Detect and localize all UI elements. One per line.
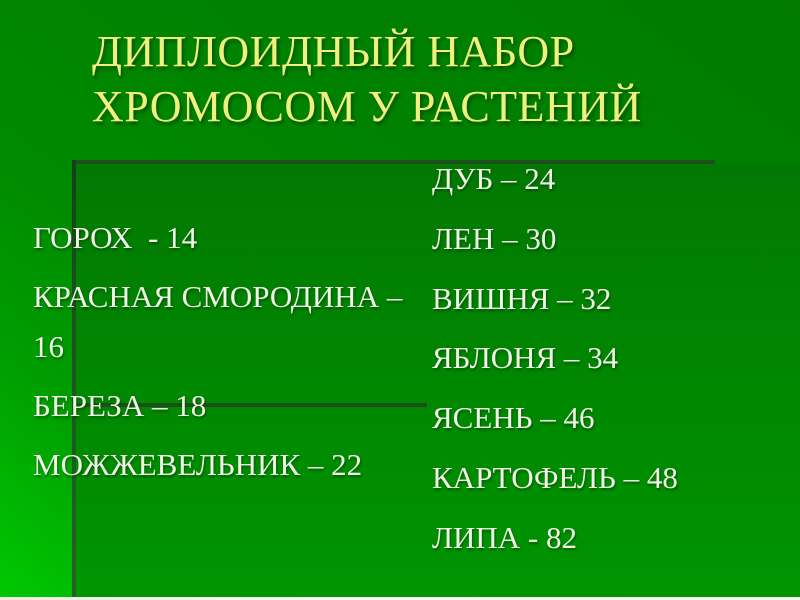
list-item-oak: ДУБ – 24 — [432, 161, 556, 196]
list-item-pea: ГОРОХ - 14 — [33, 220, 198, 255]
bottom-edge-strip — [0, 597, 800, 600]
list-item-birch: БЕРЕЗА – 18 — [33, 388, 207, 423]
content-panel — [76, 164, 800, 597]
slide-title: ДИПЛОИДНЫЙ НАБОР ХРОМОСОМ У РАСТЕНИЙ — [92, 24, 772, 134]
panel-top-border-line — [75, 160, 715, 164]
slide-title-line-2: ХРОМОСОМ У РАСТЕНИЙ — [92, 82, 642, 131]
left-column: ГОРОХ - 14 КРАСНАЯ СМОРОДИНА – 16 БЕРЕЗА… — [33, 213, 428, 499]
panel-left-border-line — [72, 160, 76, 597]
list-item-apple: ЯБЛОНЯ – 34 — [432, 340, 619, 376]
slide-title-line-1: ДИПЛОИДНЫЙ НАБОР — [92, 27, 575, 76]
list-item-cherry: ВИШНЯ – 32 — [432, 280, 612, 316]
left-column-divider-line — [75, 403, 427, 407]
right-column: ДУБ – 24 ЛЕН – 30 ВИШНЯ – 32 ЯБЛОНЯ – 34… — [432, 149, 792, 568]
list-item-flax: ЛЕН – 30 — [432, 220, 557, 256]
list-item-linden: ЛИПА - 82 — [432, 519, 578, 555]
list-item-ash: ЯСЕНЬ – 46 — [432, 400, 595, 436]
list-item-potato: КАРТОФЕЛЬ – 48 — [432, 459, 678, 495]
list-item-red-currant: КРАСНАЯ СМОРОДИНА – 16 — [33, 279, 411, 364]
list-item-juniper: МОЖЖЕВЕЛЬНИК – 22 — [33, 447, 363, 482]
